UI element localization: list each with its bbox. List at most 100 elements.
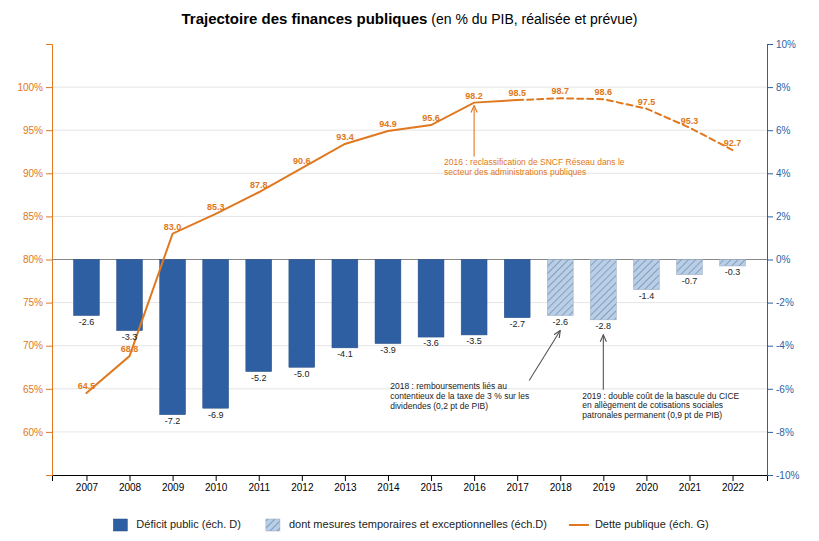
y-axis-tick-label: 75% — [23, 297, 43, 308]
y2-axis-tick-mark — [767, 346, 773, 347]
title: Trajectoire des finances publiques (en %… — [181, 10, 637, 27]
y2-axis-tick-label: 0% — [776, 254, 791, 265]
y-axis-tick: 60% — [23, 427, 52, 438]
x-axis-tick-label: 2011 — [248, 482, 270, 493]
x-axis-tick: 2016 — [463, 475, 486, 493]
y-axis-tick-label: 70% — [23, 340, 43, 351]
y-axis-tick-label: 90% — [23, 168, 43, 179]
x-axis-tick-mark — [517, 475, 518, 481]
y2-axis-tick-mark — [767, 173, 773, 174]
x-axis-tick-label: 2019 — [593, 482, 616, 493]
x-axis-tick: 2017 — [507, 475, 530, 493]
line-forecast — [517, 98, 732, 150]
x-axis-tick: 2022 — [722, 475, 745, 493]
subtitle: (en % du PIB, réalisée et prévue) — [431, 11, 637, 27]
x-axis-tick: 2010 — [205, 475, 228, 493]
line-label: 97.5 — [638, 97, 656, 107]
line-label: 98.2 — [465, 91, 483, 101]
line-label: 90.6 — [293, 156, 311, 166]
x-axis-tick-mark — [733, 475, 734, 481]
y-axis-tick-label: 95% — [23, 125, 43, 136]
bar-label: -3.9 — [380, 345, 396, 355]
y-axis-tick-mark — [46, 346, 52, 347]
bar — [332, 260, 358, 348]
bar-label: -5.0 — [294, 369, 310, 379]
line-label: 85.3 — [207, 202, 225, 212]
x-axis-tick-mark — [646, 475, 647, 481]
y-axis-tick: 100% — [17, 82, 52, 93]
x-axis-tick-mark — [302, 475, 303, 481]
y-axis-tick-mark — [46, 173, 52, 174]
x-axis-tick: 2018 — [550, 475, 573, 493]
y-axis-tick-label: 60% — [23, 427, 43, 438]
grid-line — [52, 173, 767, 174]
x-axis-tick: 2007 — [76, 475, 99, 493]
legend-item: dont mesures temporaires et exceptionnel… — [266, 518, 547, 531]
grid-line — [52, 302, 767, 303]
x-axis-tick: 2019 — [593, 475, 616, 493]
grid-line — [52, 87, 767, 88]
line-label: 93.4 — [336, 132, 354, 142]
bar — [74, 260, 100, 316]
y2-axis-tick: -2% — [767, 297, 794, 308]
legend-swatch — [113, 519, 127, 531]
bar — [375, 260, 401, 344]
y2-axis-tick-label: -2% — [776, 297, 794, 308]
line-label: 98.7 — [551, 86, 569, 96]
y-axis-tick: 90% — [23, 168, 52, 179]
line-label: 95.3 — [681, 116, 699, 126]
grid-line — [52, 130, 767, 131]
bar-label: -4.1 — [337, 349, 353, 359]
title-main: Trajectoire des finances publiques — [181, 10, 427, 27]
x-axis-tick: 2013 — [334, 475, 357, 493]
y-axis-tick: 95% — [23, 125, 52, 136]
grid-line — [52, 345, 767, 346]
y-axis-tick: 70% — [23, 340, 52, 351]
bar — [547, 260, 573, 316]
y2-axis-tick: 6% — [767, 125, 791, 136]
legend: Déficit public (éch. D)dont mesures temp… — [113, 518, 708, 531]
legend-swatch — [266, 519, 280, 531]
bar — [289, 260, 315, 368]
x-axis-tick-label: 2010 — [205, 482, 228, 493]
bar — [720, 260, 746, 266]
bar-label: -5.2 — [251, 373, 267, 383]
annotation-arrow — [529, 331, 560, 381]
x-axis-tick-label: 2013 — [334, 482, 357, 493]
x-axis-tick: 2020 — [636, 475, 659, 493]
x-axis-line — [53, 476, 768, 482]
bar-label: -2.8 — [596, 321, 612, 331]
x-axis: 2007200820092010201120122013201420152016… — [53, 475, 768, 493]
y2-axis-tick: 10% — [767, 39, 796, 50]
x-axis-tick-mark — [345, 475, 346, 481]
y2-axis-tick: -4% — [767, 340, 794, 351]
line-label: 92.7 — [724, 138, 742, 148]
line-label: 83.0 — [164, 222, 182, 232]
bar — [418, 260, 444, 338]
x-axis-tick-mark — [603, 475, 604, 481]
y-axis: 60%65%70%75%80%85%90%95%100% — [17, 45, 52, 476]
y2-axis-tick-mark — [767, 260, 773, 261]
bar-label: -3.3 — [122, 332, 138, 342]
y-axis-tick-label: 85% — [23, 211, 43, 222]
y2-axis-tick-mark — [767, 432, 773, 433]
x-axis-tick-label: 2008 — [119, 482, 142, 493]
line-label: 94.9 — [379, 119, 397, 129]
x-axis-tick-mark — [259, 475, 260, 481]
x-axis-tick-label: 2022 — [722, 482, 745, 493]
x-axis-tick-mark — [86, 475, 87, 481]
legend-label: Dette publique (éch. G) — [595, 518, 709, 530]
x-axis-tick-label: 2012 — [291, 482, 314, 493]
y2-axis-tick: -8% — [767, 427, 794, 438]
x-axis-tick: 2021 — [679, 475, 702, 493]
bar — [246, 260, 272, 372]
y2-axis-tick: 4% — [767, 168, 791, 179]
bar-label: -2.7 — [509, 319, 525, 329]
bar-label: -3.6 — [423, 338, 439, 348]
y2-axis-tick: -10% — [767, 470, 799, 481]
y2-axis-tick-label: -4% — [776, 340, 794, 351]
x-axis-tick: 2012 — [291, 475, 314, 493]
bar — [590, 260, 616, 320]
y-axis-tick: 75% — [23, 297, 52, 308]
bar-label: -2.6 — [79, 317, 95, 327]
